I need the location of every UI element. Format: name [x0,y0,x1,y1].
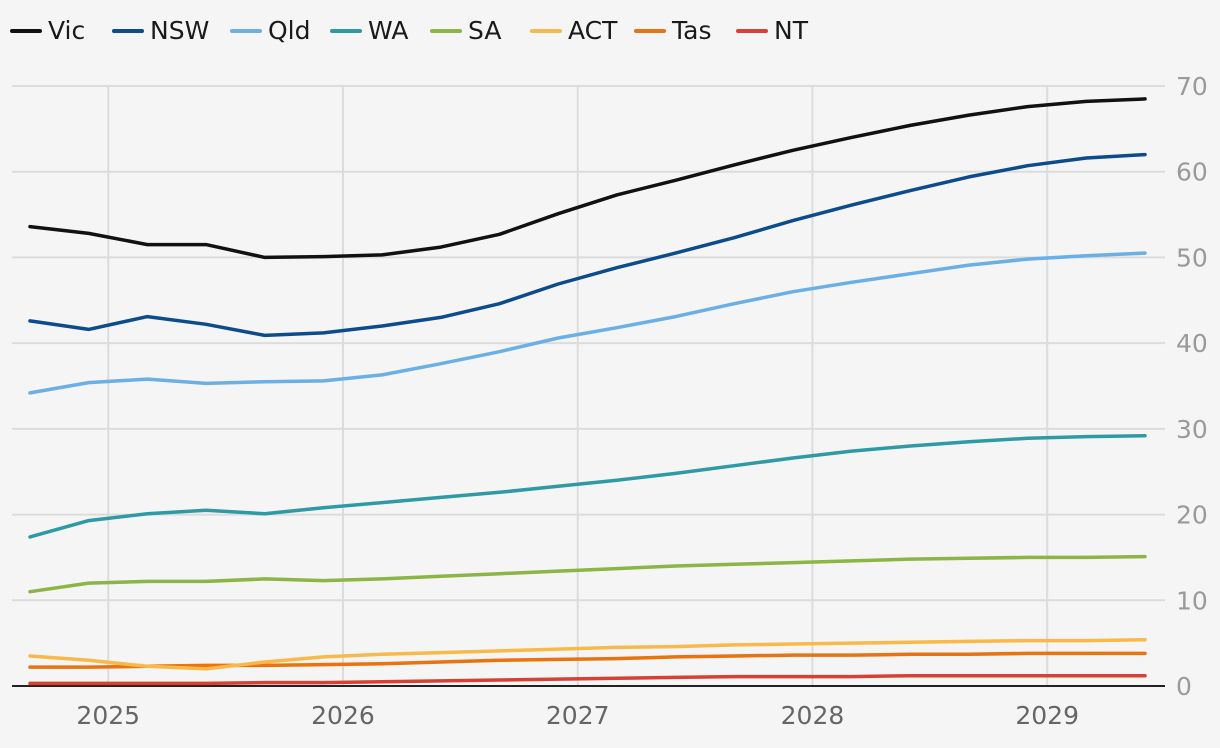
y-tick-label: 30 [1176,415,1208,444]
legend-label: NSW [150,16,209,45]
y-tick-label: 70 [1176,72,1208,101]
x-tick-label: 2025 [76,701,140,730]
legend-item-tas: Tas [634,16,711,45]
legend-item-nt: NT [736,16,809,45]
legend-label: WA [368,16,408,45]
series-line-tas [28,651,1147,669]
legend-item-nsw: NSW [112,16,209,45]
y-tick-label: 40 [1176,329,1208,358]
series-line-qld [28,251,1147,395]
grid [12,85,1165,686]
x-tick-label: 2028 [781,701,845,730]
legend-label: NT [774,16,809,45]
series-line-wa [28,433,1147,539]
legend-item-vic: Vic [10,16,85,45]
y-tick-label: 0 [1176,672,1192,701]
y-tick-label: 20 [1176,501,1208,530]
legend-label: ACT [568,16,618,45]
x-tick-label: 2029 [1015,701,1079,730]
legend-item-sa: SA [430,16,501,45]
y-tick-label: 60 [1176,158,1208,187]
legend-label: Vic [48,16,85,45]
axes: 0 10 20 30 40 50 60 70 2025 2026 2027 2028 2029 [12,72,1208,730]
legend-item-qld: Qld [230,16,311,45]
series-lines [28,97,1147,686]
legend-item-wa: WA [330,16,408,45]
legend-label: Qld [268,16,311,45]
legend: Vic NSW Qld WA SA ACT Tas NT [10,16,809,45]
x-tick-label: 2026 [311,701,375,730]
y-tick-label: 50 [1176,243,1208,272]
series-line-nt [28,673,1147,686]
legend-label: SA [468,16,501,45]
series-line-act [28,637,1147,671]
y-tick-label: 10 [1176,586,1208,615]
legend-item-act: ACT [530,16,618,45]
legend-label: Tas [671,16,711,45]
series-line-nsw [28,152,1147,338]
series-line-vic [28,97,1147,260]
series-line-sa [28,554,1147,594]
x-tick-label: 2027 [546,701,610,730]
